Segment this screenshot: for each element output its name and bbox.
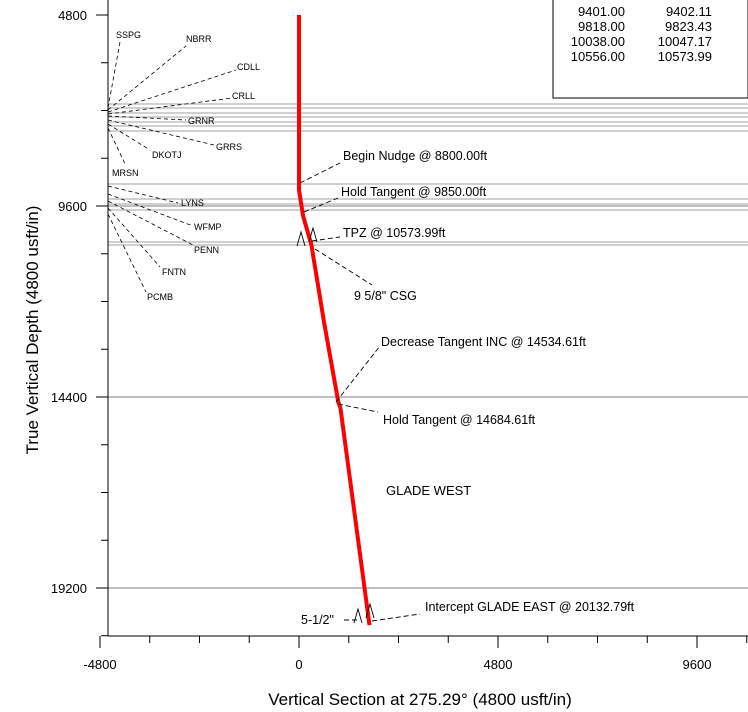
annotation-label: 5-1/2" xyxy=(301,613,334,627)
well-path-series xyxy=(297,15,372,626)
formation-label-crll: CRLL xyxy=(232,91,255,101)
table-cell-tvd: 9401.00 xyxy=(578,4,625,19)
annotation-leader xyxy=(337,403,379,413)
annotation-leader xyxy=(303,197,339,213)
formation-leader-line xyxy=(107,97,233,115)
annotation-label: Decrease Tangent INC @ 14534.61ft xyxy=(381,335,586,349)
casing-marker xyxy=(353,607,363,624)
formation-label-dkotj: DKOTJ xyxy=(152,150,182,160)
annotation-label: Begin Nudge @ 8800.00ft xyxy=(343,149,488,163)
casing-marker xyxy=(308,226,318,243)
formation-label-grrs: GRRS xyxy=(216,142,242,152)
formation-table-border xyxy=(552,0,748,99)
formation-leader-line xyxy=(107,200,194,246)
annotation-label: Hold Tangent @ 14684.61ft xyxy=(383,413,536,427)
formation-label-mrsn: MRSN xyxy=(112,168,139,178)
formation-leader-line xyxy=(107,127,127,167)
formation-leader-line xyxy=(107,193,194,227)
annotation-label: Intercept GLADE EAST @ 20132.79ft xyxy=(425,600,635,614)
table-cell-tvd: 10556.00 xyxy=(571,49,625,64)
table-cell-md: 10573.99 xyxy=(658,49,712,64)
x-tick-label: 9600 xyxy=(683,657,712,672)
formation-label-sspg: SSPG xyxy=(116,30,141,40)
y-tick-label: 4800 xyxy=(58,8,87,23)
formation-leader-line xyxy=(107,115,187,121)
table-cell-md: 10047.17 xyxy=(658,34,712,49)
formation-label-nbrr: NBRR xyxy=(186,34,212,44)
formation-leader-line xyxy=(107,185,179,204)
annotation-label: TPZ @ 10573.99ft xyxy=(343,226,446,240)
annotation-leader xyxy=(335,345,381,403)
formation-label-wfmp: WFMP xyxy=(194,222,222,232)
formation-label-fntn: FNTN xyxy=(162,267,186,277)
y-axis-label: True Vertical Depth (4800 usft/in) xyxy=(23,206,42,455)
y-tick-label: 14400 xyxy=(51,390,87,405)
formation-leader-line xyxy=(107,45,187,111)
table-cell-md: 9823.43 xyxy=(665,19,712,34)
table-cell-md: 9402.11 xyxy=(666,4,712,19)
annotation-label: Hold Tangent @ 9850.00ft xyxy=(341,185,487,199)
x-tick-label: 0 xyxy=(295,657,302,672)
formation-leader-line xyxy=(107,207,161,268)
x-tick-label: 4800 xyxy=(484,657,513,672)
formation-leader-line xyxy=(107,213,147,293)
table-cell-tvd: 10038.00 xyxy=(571,34,625,49)
y-tick-label: 19200 xyxy=(51,581,87,596)
annotation-label: 9 5/8" CSG xyxy=(354,289,417,303)
annotation-leader xyxy=(299,162,341,184)
annotation-leader xyxy=(314,248,373,286)
formation-leader-line xyxy=(107,69,237,113)
formation-leader-line xyxy=(107,41,121,109)
formation-table: 9401.00 9402.11 9818.00 9823.43 10038.00 1004… xyxy=(552,0,748,99)
x-tick-label: -4800 xyxy=(83,657,116,672)
formation-label-cdll: CDLL xyxy=(237,62,260,72)
formation-label-grnr: GRNR xyxy=(188,116,215,126)
formation-label-penn: PENN xyxy=(194,245,219,255)
formation-label-pcmb: PCMB xyxy=(147,292,173,302)
x-axis-label: Vertical Section at 275.29° (4800 usft/i… xyxy=(268,690,572,709)
y-tick-label: 9600 xyxy=(58,199,87,214)
well-label: GLADE WEST xyxy=(386,483,471,498)
formation-leader-line xyxy=(107,123,151,151)
annotation-leader xyxy=(371,613,421,622)
casing-marker xyxy=(296,230,306,247)
formation-label-lyns: LYNS xyxy=(181,198,204,208)
casing-marker xyxy=(365,602,375,619)
table-cell-tvd: 9818.00 xyxy=(578,19,625,34)
